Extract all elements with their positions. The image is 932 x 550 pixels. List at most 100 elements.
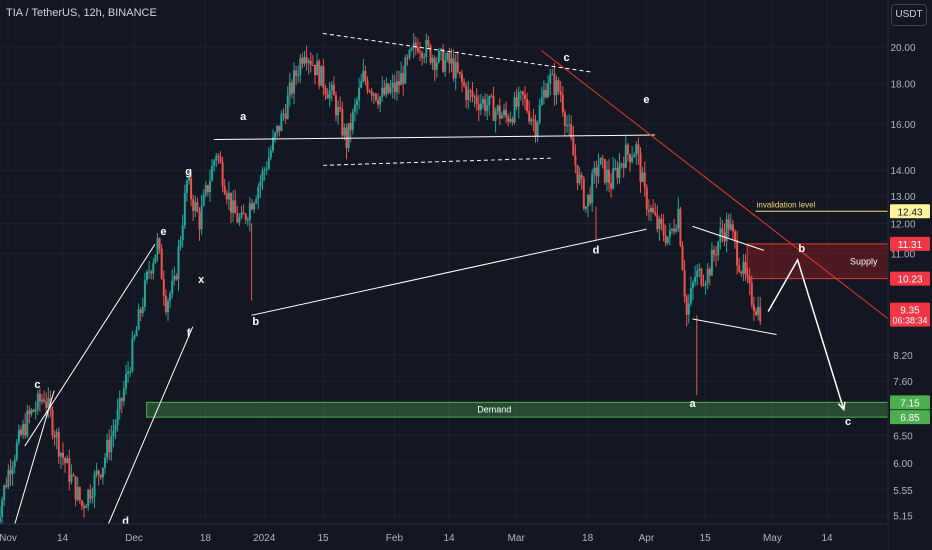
time-tick-label: Mar (508, 533, 526, 544)
candle-body (51, 410, 54, 436)
candle-body (146, 271, 148, 281)
candle-body (160, 248, 163, 280)
price-tick-label: 5.55 (893, 486, 913, 497)
candle-body (288, 82, 291, 96)
candle-body (20, 429, 22, 435)
channel-right-lower (104, 326, 194, 534)
candle-body (22, 423, 25, 435)
candle-body (204, 185, 207, 195)
candle-body (568, 124, 571, 126)
time-tick-label: Apr (639, 533, 655, 544)
time-axis: Nov 14 Dec 18 2024 15 Feb 14 Mar 18 Apr 15 May 14 (0, 523, 888, 550)
candle-body (55, 431, 58, 438)
candle-body (154, 254, 157, 263)
candle-body (272, 137, 274, 151)
candle-body (698, 268, 701, 271)
candle-body (255, 199, 258, 204)
candle-body (112, 430, 115, 437)
candle-body (282, 113, 285, 115)
candle-body (740, 271, 743, 274)
candle-body (660, 218, 663, 224)
candle-body (614, 167, 617, 169)
candle-body (110, 436, 113, 453)
candle-body (683, 269, 686, 297)
candle-body (673, 228, 676, 232)
candle-body (383, 87, 386, 95)
candle-body (5, 485, 8, 487)
candle-body (528, 111, 531, 122)
price-tick-label: 12.00 (890, 219, 915, 230)
candle-body (503, 109, 505, 116)
currency-button[interactable]: USDT (891, 4, 927, 26)
candle-body (0, 516, 1, 522)
candle-body (316, 61, 319, 76)
wave-label: f (187, 328, 191, 340)
candle-body (574, 155, 577, 166)
zone-demand (146, 401, 889, 418)
candle-body (393, 82, 396, 93)
candle-body (729, 224, 732, 230)
candle-body (702, 284, 705, 286)
candle-body (421, 52, 424, 59)
candle-body (757, 307, 760, 316)
time-tick-label: 18 (200, 533, 212, 544)
candle-body (311, 64, 314, 66)
candle-body (668, 230, 671, 237)
price-tick-label: 7.60 (893, 377, 913, 388)
candle-body (259, 180, 262, 187)
candle-body (671, 228, 673, 231)
candle-body (68, 458, 71, 482)
candle-body (677, 208, 680, 229)
channel-left-lower (11, 390, 55, 534)
candle-body (545, 90, 547, 98)
price-tick-label: 13.00 (890, 192, 915, 203)
candle-body (274, 132, 277, 138)
candle-body (120, 398, 123, 402)
candle-body (578, 174, 581, 184)
price-tag-bg (890, 302, 930, 327)
candle-body (437, 50, 440, 62)
neckline-a (213, 134, 655, 141)
price-tick-label: 20.00 (890, 43, 915, 54)
candle-body (542, 90, 545, 98)
price-tick-label: 16.00 (890, 120, 915, 131)
candle-body (131, 338, 134, 372)
candle-body (435, 61, 438, 70)
candle-body (227, 192, 230, 200)
candle-body (484, 99, 487, 112)
candle-body (248, 203, 251, 220)
candle-body (211, 165, 214, 181)
countdown-tag: 06:38:34 (892, 316, 927, 326)
candle-body (200, 205, 203, 230)
candle-body (591, 173, 594, 204)
candle-body (236, 213, 239, 223)
candle-body (696, 270, 699, 278)
candle-body (517, 92, 520, 107)
candle-body (662, 223, 665, 236)
candle-body (309, 60, 312, 65)
channel-left-upper (24, 243, 156, 447)
candle-body (171, 280, 174, 294)
candle-body (710, 250, 713, 276)
price-tick-label: 11.00 (891, 250, 916, 261)
wave-label: x (198, 274, 205, 286)
candle-body (305, 57, 308, 64)
candle-body (15, 442, 18, 460)
candle-body (183, 193, 186, 226)
candle-body (307, 60, 310, 64)
candle-body (689, 287, 692, 304)
candle-body (230, 192, 232, 213)
candle-body (1, 500, 4, 517)
candle-body (362, 70, 365, 82)
candle-body (114, 425, 117, 431)
zones-layer: Demand Supply invalidation level (146, 200, 889, 418)
candle-body (278, 125, 281, 132)
candle-body (99, 474, 102, 478)
candle-body (721, 228, 724, 233)
candle-body (389, 87, 392, 93)
candle-body (125, 374, 127, 389)
candle-body (584, 206, 587, 209)
candle-body (685, 296, 688, 315)
candle-body (629, 154, 631, 162)
